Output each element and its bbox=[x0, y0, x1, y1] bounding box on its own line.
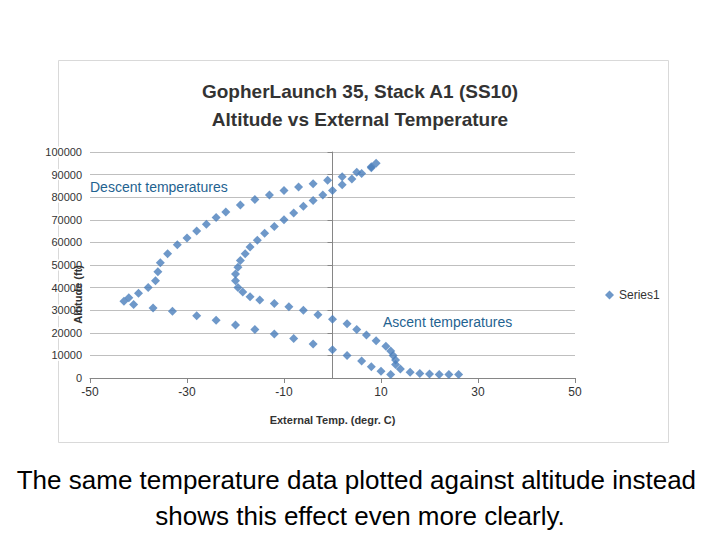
svg-text:Ascent temperatures: Ascent temperatures bbox=[383, 314, 512, 330]
svg-text:90000: 90000 bbox=[51, 169, 82, 181]
svg-text:-30: -30 bbox=[178, 385, 196, 399]
svg-text:Descent temperatures: Descent temperatures bbox=[90, 179, 228, 195]
svg-text:30: 30 bbox=[471, 385, 485, 399]
svg-text:-50: -50 bbox=[81, 385, 99, 399]
svg-text:Series1: Series1 bbox=[619, 288, 660, 302]
svg-text:70000: 70000 bbox=[51, 214, 82, 226]
svg-text:80000: 80000 bbox=[51, 191, 82, 203]
svg-text:100000: 100000 bbox=[45, 146, 82, 158]
svg-text:50000: 50000 bbox=[51, 259, 82, 271]
svg-text:shows this effect even more cl: shows this effect even more clearly. bbox=[155, 501, 564, 531]
svg-text:-10: -10 bbox=[275, 385, 293, 399]
svg-text:Altitude (ft): Altitude (ft) bbox=[72, 265, 84, 324]
svg-text:10: 10 bbox=[374, 385, 388, 399]
svg-text:GopherLaunch 35, Stack A1 (SS1: GopherLaunch 35, Stack A1 (SS10) bbox=[202, 81, 518, 102]
svg-text:Altitude vs External Temperatu: Altitude vs External Temperature bbox=[212, 109, 508, 130]
svg-text:20000: 20000 bbox=[51, 327, 82, 339]
svg-text:60000: 60000 bbox=[51, 236, 82, 248]
svg-text:50: 50 bbox=[568, 385, 582, 399]
svg-text:External Temp. (degr. C): External Temp. (degr. C) bbox=[270, 414, 396, 426]
svg-text:The same temperature data plot: The same temperature data plotted agains… bbox=[17, 465, 704, 495]
svg-text:0: 0 bbox=[76, 372, 82, 384]
svg-text:40000: 40000 bbox=[51, 281, 82, 294]
svg-text:10000: 10000 bbox=[51, 349, 82, 361]
svg-text:30000: 30000 bbox=[51, 304, 82, 317]
